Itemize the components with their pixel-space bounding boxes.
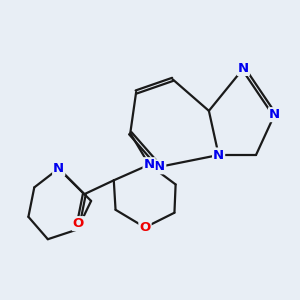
Text: O: O (73, 217, 84, 230)
Text: N: N (144, 158, 155, 171)
Text: N: N (238, 62, 249, 75)
Text: N: N (269, 108, 280, 121)
Text: O: O (140, 221, 151, 234)
Text: N: N (213, 148, 224, 161)
Text: N: N (53, 162, 64, 175)
Text: N: N (154, 160, 165, 173)
